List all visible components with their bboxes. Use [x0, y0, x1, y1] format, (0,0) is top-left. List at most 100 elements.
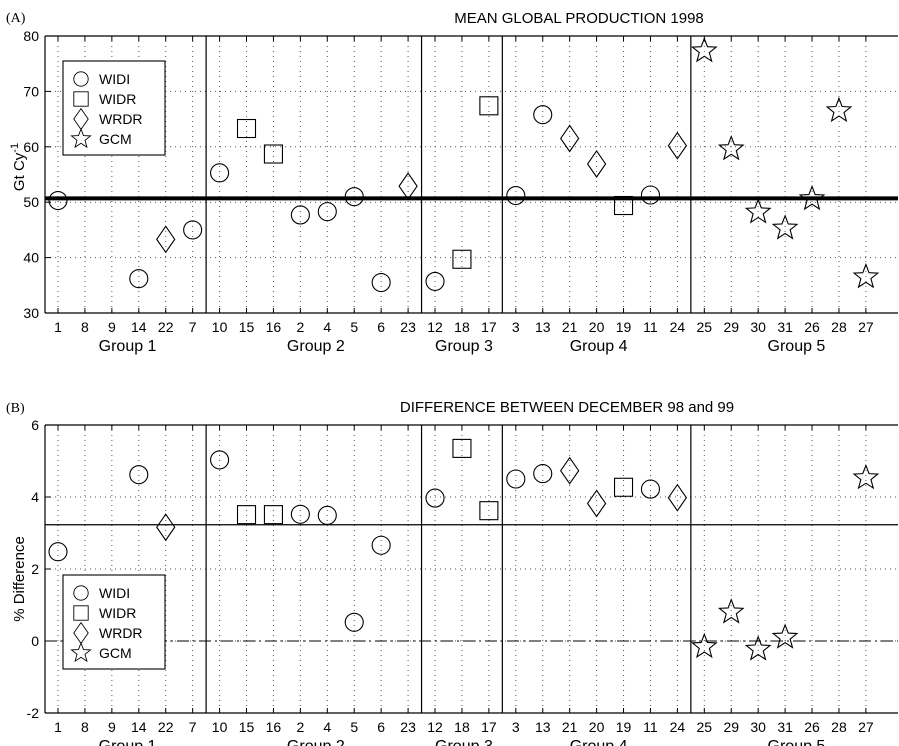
x-tick-label: 27 [858, 319, 874, 335]
y-tick-label: -2 [27, 705, 40, 721]
legend-marker-widr [73, 91, 89, 107]
legend-marker-gcm [70, 641, 92, 663]
x-tick-label: 22 [158, 319, 174, 335]
x-tick-label: 16 [266, 719, 282, 735]
x-tick-label: 18 [454, 719, 470, 735]
x-tick-label: 17 [481, 719, 497, 735]
data-point-widr [263, 505, 283, 525]
panel-a-label: (A) [6, 11, 26, 26]
x-tick-label: 10 [212, 319, 228, 335]
y-tick-label: 4 [31, 489, 39, 505]
data-point-widr [236, 505, 257, 525]
group-label: Group 4 [570, 338, 628, 355]
group-label: Group 5 [768, 738, 826, 746]
x-tick-label: 14 [131, 719, 147, 735]
data-point-wrdr [586, 150, 607, 178]
x-tick-label: 4 [323, 319, 331, 335]
legend-marker-shape [70, 127, 92, 149]
y-tick-label: 60 [23, 139, 39, 155]
legend-label: WIDI [99, 71, 130, 87]
x-tick-label: 31 [777, 719, 793, 735]
y-tick-label: 80 [23, 28, 39, 44]
x-tick-label: 11 [643, 719, 658, 735]
data-point-widi [317, 202, 337, 222]
x-tick-label: 19 [616, 319, 632, 335]
x-tick-label: 29 [723, 319, 739, 335]
data-point-widi [129, 465, 149, 485]
y-tick-label: 6 [31, 417, 39, 433]
legend-label: WRDR [99, 625, 143, 641]
x-tick-label: 17 [481, 319, 497, 335]
x-tick-label: 23 [400, 319, 416, 335]
legend-label: WIDR [99, 91, 136, 107]
data-point-gcm [744, 635, 772, 661]
data-point-gcm [717, 598, 745, 624]
data-point-widr [452, 249, 472, 269]
legend-marker-shape [73, 585, 89, 601]
data-point-widi [640, 185, 661, 205]
x-tick-label: 31 [777, 319, 793, 335]
x-tick-label: 11 [643, 319, 658, 335]
x-tick-label: 3 [512, 719, 520, 735]
y-tick-label: 50 [23, 194, 39, 210]
x-tick-label: 6 [377, 319, 385, 335]
x-tick-label: 21 [562, 319, 578, 335]
legend-marker-widi [73, 71, 89, 87]
x-tick-label: 4 [323, 719, 331, 735]
x-tick-label: 6 [377, 719, 385, 735]
x-tick-label: 22 [158, 719, 174, 735]
panel-b-title: DIFFERENCE BETWEEN DECEMBER 98 and 99 [400, 399, 734, 416]
x-tick-label: 26 [804, 719, 820, 735]
x-tick-label: 24 [670, 719, 686, 735]
group-label: Group 3 [435, 338, 493, 355]
x-tick-label: 9 [108, 319, 116, 335]
y-tick-label: 30 [23, 305, 39, 321]
x-tick-label: 8 [81, 319, 89, 335]
data-point-gcm [852, 262, 880, 289]
data-point-wrdr [586, 489, 607, 518]
data-point-widr [613, 477, 634, 497]
data-point-widi [371, 272, 391, 293]
x-tick-label: 24 [670, 319, 686, 335]
panel-a-title: MEAN GLOBAL PRODUCTION 1998 [454, 10, 704, 27]
data-point-gcm [852, 463, 880, 490]
data-point-widi [210, 450, 230, 470]
legend-marker-gcm [70, 127, 92, 149]
data-point-widi [425, 271, 445, 291]
x-tick-label: 19 [616, 719, 632, 735]
data-point-widi [371, 535, 391, 555]
data-point-wrdr [560, 456, 580, 485]
legend-label: WIDR [99, 605, 136, 621]
x-tick-label: 8 [81, 719, 89, 735]
group-label: Group 1 [99, 738, 157, 746]
data-point-widr [479, 501, 499, 521]
legend-label: GCM [99, 131, 132, 147]
legend-label: GCM [99, 645, 132, 661]
data-point-wrdr [667, 131, 688, 160]
data-point-wrdr [560, 124, 580, 153]
x-tick-label: 15 [239, 319, 255, 335]
group-label: Group 2 [287, 338, 345, 355]
data-point-gcm [798, 184, 826, 211]
x-tick-label: 2 [296, 319, 304, 335]
data-point-gcm [744, 198, 772, 224]
x-tick-label: 14 [131, 319, 147, 335]
y-tick-label: 2 [31, 561, 39, 577]
data-point-widr [479, 96, 499, 116]
data-point-widi [48, 190, 68, 211]
x-tick-label: 23 [400, 719, 416, 735]
x-tick-label: 2 [296, 719, 304, 735]
data-point-gcm [690, 632, 718, 659]
data-point-widr [452, 438, 472, 458]
data-point-gcm [690, 36, 718, 63]
group-label: Group 2 [287, 738, 345, 746]
group-label: Group 4 [570, 738, 628, 746]
data-point-widi [425, 488, 445, 508]
x-tick-label: 18 [454, 319, 470, 335]
x-tick-label: 25 [697, 319, 713, 335]
legend-marker-shape [73, 91, 89, 107]
x-tick-label: 29 [723, 719, 739, 735]
data-point-widi [640, 479, 661, 499]
data-point-widi [344, 187, 364, 207]
